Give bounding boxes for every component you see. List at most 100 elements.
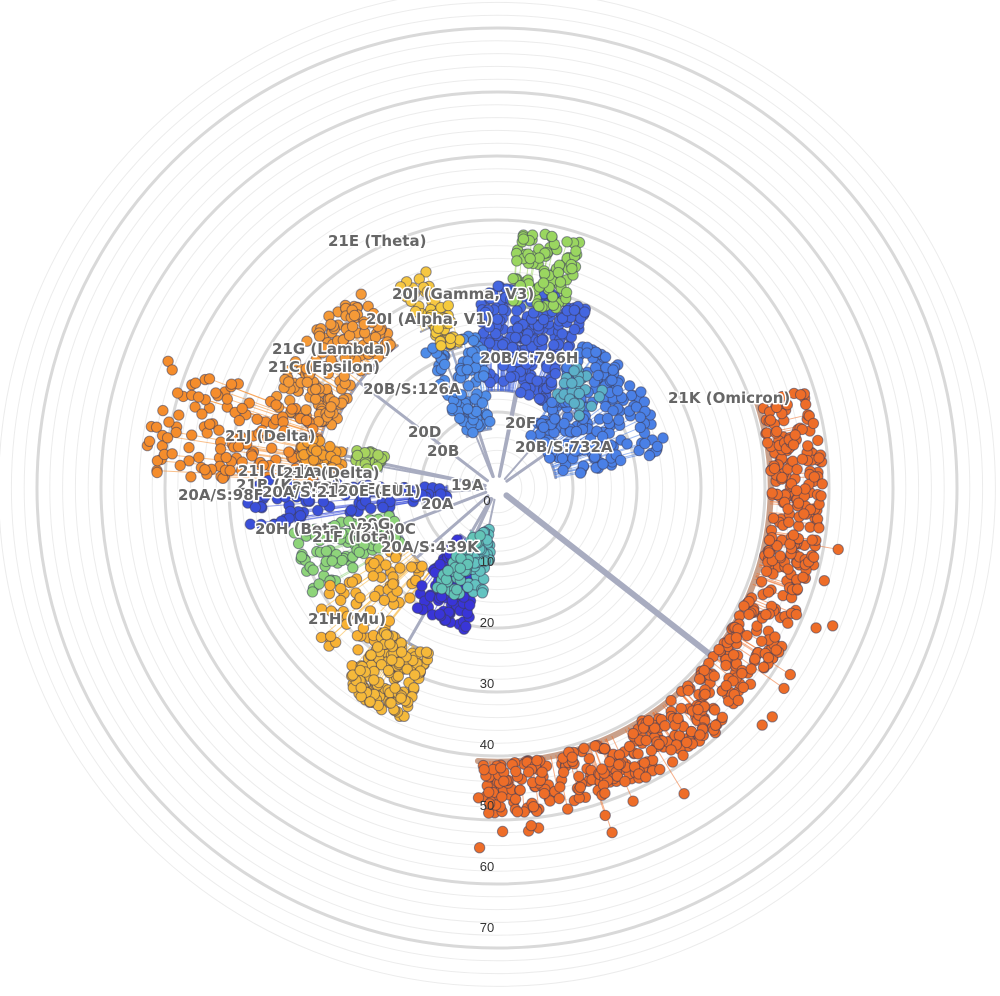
tip-node[interactable] (369, 590, 381, 603)
tip-node[interactable] (325, 401, 337, 413)
tip-node[interactable] (574, 467, 587, 479)
tip-node[interactable] (624, 380, 636, 392)
tip-node[interactable] (556, 452, 569, 465)
tip-node[interactable] (386, 654, 398, 666)
tip-node[interactable] (394, 281, 407, 293)
tip-node[interactable] (665, 744, 677, 756)
tip-node[interactable] (531, 754, 543, 767)
tip-node[interactable] (627, 795, 639, 807)
tip-node[interactable] (713, 643, 725, 656)
clade-label[interactable]: 20E (EU1) (337, 481, 423, 502)
tip-node[interactable] (642, 714, 655, 727)
tip-node[interactable] (204, 418, 216, 430)
tip-node[interactable] (782, 617, 794, 629)
tip-node[interactable] (818, 575, 830, 587)
tip-node[interactable] (483, 786, 495, 798)
tip-node[interactable] (407, 286, 420, 299)
tip-node[interactable] (183, 441, 195, 454)
clade-label[interactable]: 20A/S:98F (177, 485, 266, 506)
tip-node[interactable] (762, 586, 775, 598)
tip-node[interactable] (335, 582, 347, 595)
tip-node[interactable] (613, 414, 625, 426)
tip-node[interactable] (751, 620, 763, 632)
tip-node[interactable] (552, 266, 565, 279)
tip-node[interactable] (166, 448, 178, 460)
tip-node[interactable] (504, 371, 517, 383)
tip-node[interactable] (675, 702, 687, 715)
tip-node[interactable] (352, 644, 364, 656)
tip-node[interactable] (512, 322, 524, 334)
tip-node[interactable] (355, 682, 367, 694)
tip-node[interactable] (442, 565, 454, 577)
tip-node[interactable] (507, 272, 519, 285)
tip-node[interactable] (741, 629, 753, 642)
tip-node[interactable] (380, 629, 393, 641)
tip-node[interactable] (760, 608, 772, 621)
tip-node[interactable] (310, 383, 322, 395)
tip-node[interactable] (421, 286, 434, 298)
tip-node[interactable] (657, 432, 669, 444)
tip-node[interactable] (498, 775, 510, 787)
tip-node[interactable] (161, 432, 174, 444)
tip-node[interactable] (619, 775, 631, 788)
tip-node[interactable] (496, 825, 509, 838)
clade-label[interactable]: 21J (Delta) (224, 426, 317, 447)
tip-node[interactable] (192, 391, 205, 403)
tip-node[interactable] (462, 380, 475, 392)
tip-node[interactable] (537, 277, 550, 289)
tip-node[interactable] (774, 550, 786, 562)
tip-node[interactable] (307, 564, 319, 576)
tip-node[interactable] (221, 393, 234, 405)
tip-node[interactable] (524, 288, 536, 301)
tip-node[interactable] (511, 356, 523, 368)
tip-node[interactable] (787, 439, 800, 451)
tip-node[interactable] (392, 670, 404, 682)
tip-node[interactable] (755, 635, 768, 647)
tip-node[interactable] (573, 387, 585, 400)
tip-node[interactable] (568, 323, 581, 336)
clade-label[interactable]: 20D (407, 422, 443, 443)
tip-node[interactable] (632, 748, 644, 760)
tip-node[interactable] (510, 765, 522, 778)
tip-node[interactable] (807, 417, 820, 430)
tip-node[interactable] (171, 387, 184, 399)
tip-node[interactable] (549, 368, 562, 380)
tip-node[interactable] (635, 386, 647, 398)
tip-node[interactable] (613, 759, 625, 771)
tip-node[interactable] (592, 369, 604, 382)
tip-node[interactable] (615, 454, 627, 467)
tip-node[interactable] (573, 409, 585, 422)
tip-node[interactable] (554, 781, 566, 793)
tip-node[interactable] (568, 304, 581, 316)
tip-node[interactable] (210, 387, 222, 399)
tip-node[interactable] (738, 600, 750, 612)
tip-node[interactable] (420, 646, 433, 658)
clade-label[interactable]: 21K (Omicron) (667, 388, 792, 409)
tip-node[interactable] (434, 608, 446, 620)
tip-node[interactable] (694, 729, 706, 741)
tip-node[interactable] (354, 664, 366, 677)
tip-node[interactable] (511, 806, 524, 818)
tip-node[interactable] (776, 390, 788, 403)
tip-node[interactable] (778, 682, 790, 695)
tip-node[interactable] (538, 787, 550, 800)
tip-node[interactable] (378, 594, 390, 607)
tip-node[interactable] (185, 471, 197, 483)
clade-label[interactable]: 20J (Gamma, V3) (391, 284, 536, 305)
tip-node[interactable] (606, 374, 618, 386)
tip-node[interactable] (531, 375, 543, 387)
tip-node[interactable] (771, 401, 783, 414)
tip-node[interactable] (336, 554, 348, 567)
tip-node[interactable] (335, 594, 347, 607)
tip-node[interactable] (525, 819, 537, 832)
tip-node[interactable] (682, 684, 694, 697)
tip-node[interactable] (270, 399, 282, 411)
tip-node[interactable] (566, 377, 578, 389)
tip-node[interactable] (601, 440, 613, 452)
tip-node[interactable] (434, 378, 446, 390)
tip-node[interactable] (348, 309, 361, 322)
tip-node[interactable] (404, 592, 416, 604)
tip-node[interactable] (593, 391, 605, 403)
tip-node[interactable] (483, 337, 496, 349)
tip-node[interactable] (509, 793, 522, 805)
